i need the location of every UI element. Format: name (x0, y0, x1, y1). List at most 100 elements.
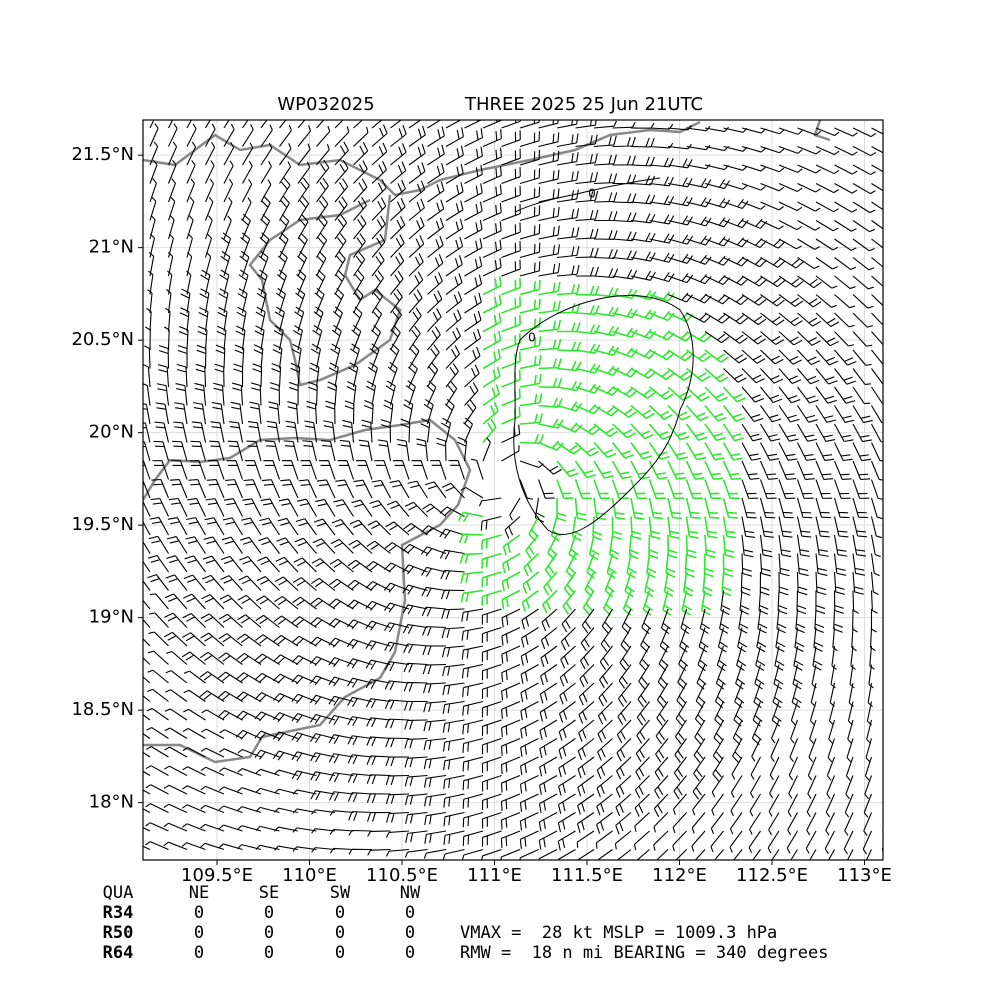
wind-barb (461, 663, 484, 679)
wind-barb (538, 319, 562, 333)
wind-barb (156, 383, 170, 406)
wind-barb (852, 312, 873, 328)
wind-barb (863, 793, 873, 818)
wind-barb (834, 201, 858, 213)
wind-barb (250, 382, 262, 406)
wind-barb (254, 672, 280, 684)
wind-barb (722, 497, 739, 519)
wind-barb (366, 793, 391, 803)
wind-barb (740, 571, 751, 596)
wind-barb (667, 534, 678, 559)
wind-barb (461, 608, 484, 622)
wind-barb (422, 626, 447, 636)
wind-barb (519, 812, 539, 831)
wind-barb (186, 196, 195, 221)
wind-barb (809, 719, 817, 744)
wind-barb (167, 196, 176, 221)
wind-barb (704, 534, 716, 559)
table-cell: 0 (264, 923, 274, 943)
wind-barb (871, 312, 883, 326)
wind-barb (348, 811, 373, 821)
wind-barb (347, 696, 373, 707)
wind-barb (834, 146, 858, 156)
wind-barb (310, 343, 321, 369)
wind-barb (461, 626, 484, 641)
wind-barb (371, 120, 383, 129)
wind-barb (316, 177, 329, 203)
wind-barb (422, 682, 447, 694)
wind-barb (796, 479, 814, 499)
wind-barb (422, 503, 447, 517)
contour-line (514, 177, 661, 213)
wind-barb (280, 479, 299, 499)
wind-barb (846, 849, 854, 860)
wind-barb (812, 645, 823, 671)
wind-barb (255, 806, 280, 814)
wind-barb (750, 756, 761, 780)
wind-barb (346, 381, 357, 406)
wind-barb (741, 201, 766, 210)
wind-barb (686, 349, 711, 363)
wind-barb (710, 830, 724, 853)
wind-barb (704, 312, 730, 324)
wind-barb (844, 793, 854, 818)
wind-barb (806, 812, 817, 836)
wind-barb (630, 516, 642, 540)
table-cell: 0 (194, 903, 204, 923)
wind-barb (471, 458, 484, 480)
wind-barb (217, 671, 243, 684)
wind-barb (404, 793, 428, 806)
wind-barb (294, 537, 317, 554)
wind-barb (292, 789, 317, 795)
wind-barb (852, 238, 875, 252)
wind-barb (848, 682, 854, 707)
wind-barb (427, 163, 445, 184)
x-tick-label: 112.5°E (736, 865, 808, 886)
wind-barb (310, 752, 336, 763)
wind-barb (445, 255, 463, 277)
wind-barb (297, 161, 311, 184)
table-header: NE (189, 883, 209, 903)
wind-barb (521, 589, 539, 612)
wind-barb (620, 627, 632, 653)
wind-barb (478, 497, 502, 507)
wind-barb (390, 120, 402, 129)
wind-barb (200, 785, 225, 795)
wind-barb (760, 405, 782, 423)
wind-barb (424, 481, 447, 499)
wind-barb (657, 664, 669, 690)
wind-barb (481, 756, 502, 773)
wind-barb (741, 553, 752, 577)
wind-barb (183, 574, 206, 591)
wind-barb (285, 420, 299, 443)
y-tick-label: 21°N (89, 237, 134, 258)
wind-barb (347, 579, 373, 591)
wind-barb (217, 710, 243, 721)
wind-barb (538, 377, 563, 388)
wind-barb (384, 622, 410, 633)
wind-barb (255, 595, 280, 610)
wind-barb (575, 247, 599, 259)
wind-barb (143, 676, 151, 684)
wind-barb (797, 423, 817, 442)
wind-barb (686, 312, 712, 323)
wind-barb (501, 645, 521, 664)
wind-barb (520, 719, 539, 739)
wind-barb (277, 250, 288, 277)
wind-barb (321, 440, 336, 462)
wind-barb (685, 460, 705, 480)
wind-barb (163, 784, 188, 795)
contour-label: 0 (588, 187, 596, 201)
wind-barb (630, 386, 656, 399)
wind-barb (711, 793, 724, 816)
wind-barb (385, 380, 396, 406)
wind-barb (834, 257, 857, 270)
wind-barb (655, 719, 669, 745)
wind-barb (217, 690, 243, 702)
wind-barb (667, 349, 693, 362)
wind-barb (741, 497, 757, 519)
wind-barb (597, 701, 613, 725)
wind-barb (852, 220, 876, 233)
wind-barb (501, 589, 521, 610)
wind-barb (155, 402, 170, 425)
